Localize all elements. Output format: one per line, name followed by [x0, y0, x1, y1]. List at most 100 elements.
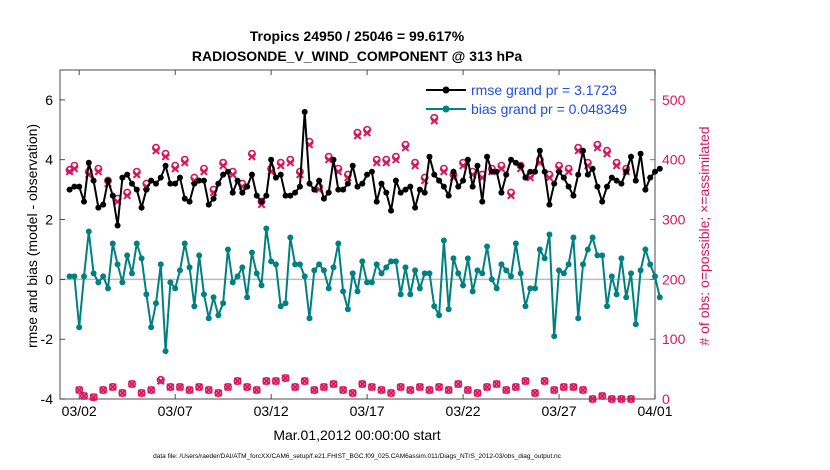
rmse-point [580, 147, 587, 154]
obs-possible-marker [559, 383, 568, 392]
rmse-point [349, 162, 356, 169]
bias-point [143, 291, 150, 298]
obs-assimilated-marker [406, 386, 415, 394]
bias-point [570, 234, 577, 241]
obs-possible-marker [310, 386, 319, 395]
rmse-point [536, 147, 543, 154]
rmse-point [455, 183, 462, 190]
bias-point [359, 258, 366, 265]
obs-assimilated-marker [367, 383, 376, 391]
rmse-point [608, 174, 615, 181]
bias-point [464, 255, 471, 262]
obs-possible-marker [492, 380, 501, 389]
rmse-point [90, 177, 97, 184]
obs-possible-marker [425, 386, 434, 395]
y2-tick-label: 100 [662, 331, 686, 347]
bias-point [373, 261, 380, 268]
rmse-point [224, 168, 231, 175]
rmse-point [383, 189, 390, 196]
y2-tick-label: 300 [662, 212, 686, 228]
x-tick-label: 04/01 [637, 403, 672, 419]
rmse-point [114, 222, 121, 229]
bias-point [364, 279, 371, 286]
rmse-point [556, 168, 563, 175]
bias-point [522, 303, 529, 310]
obs-possible-marker [598, 392, 607, 401]
rmse-point [325, 189, 332, 196]
y2-tick-label: 0 [662, 391, 670, 407]
bias-point [239, 264, 246, 271]
bias-point [248, 249, 255, 256]
rmse-point [656, 165, 663, 172]
bias-point [244, 294, 251, 301]
bias-point [575, 315, 582, 322]
obs-assimilated-marker [564, 167, 573, 176]
rmse-point [200, 177, 207, 184]
obs-assimilated-marker [204, 386, 213, 394]
x-tick-label: 03/12 [254, 403, 289, 419]
obs-possible-marker [185, 386, 194, 395]
bias-point [167, 279, 174, 286]
obs-possible-marker [540, 377, 549, 386]
bias-point [445, 306, 452, 313]
obs-possible-marker [329, 380, 338, 389]
bias-point [157, 261, 164, 268]
bias-point [378, 270, 385, 277]
obs-assimilated-marker [147, 386, 156, 394]
bias-point [296, 261, 303, 268]
rmse-point [109, 192, 116, 199]
rmse-point [104, 177, 111, 184]
obs-assimilated-marker [89, 393, 98, 402]
rmse-point [541, 168, 548, 175]
bias-point [474, 267, 481, 274]
obs-assimilated-marker [382, 158, 391, 167]
rmse-point [460, 177, 467, 184]
obs-assimilated-marker [156, 377, 165, 385]
rmse-point [407, 183, 414, 190]
bias-point [546, 231, 553, 238]
rmse-point [191, 180, 198, 187]
obs-assimilated-marker [252, 386, 261, 394]
obs-assimilated-marker [492, 380, 501, 388]
rmse-point [277, 171, 284, 178]
bias-point [186, 264, 193, 271]
rmse-point [311, 186, 318, 193]
rmse-point [119, 174, 126, 181]
rmse-point [517, 162, 524, 169]
bias-point [114, 261, 121, 268]
bias-point [589, 234, 596, 241]
bias-point [133, 240, 140, 247]
bias-point [594, 252, 601, 259]
rmse-point [128, 180, 135, 187]
rmse-point [469, 183, 476, 190]
x-tick-label: 03/17 [350, 403, 385, 419]
rmse-point [594, 183, 601, 190]
rmse-point [397, 189, 404, 196]
bias-point [234, 273, 241, 280]
obs-assimilated-marker [540, 377, 549, 385]
bias-point [613, 291, 620, 298]
obs-possible-marker [511, 383, 520, 392]
bias-point [128, 270, 135, 277]
x-tick-label: 03/07 [158, 403, 193, 419]
obs-assimilated-marker [310, 386, 319, 394]
bias-point [306, 315, 313, 322]
obs-possible-marker [252, 386, 261, 395]
obs-assimilated-marker [396, 383, 405, 391]
rmse-point [484, 153, 491, 160]
obs-assimilated-marker [70, 164, 79, 173]
bias-point [258, 282, 265, 289]
obs-assimilated-marker [473, 389, 482, 397]
bias-point [512, 240, 519, 247]
rmse-point [618, 180, 625, 187]
y-tick-label: 0 [45, 271, 53, 287]
bias-point [469, 288, 476, 295]
bias-point [253, 270, 260, 277]
rmse-point [378, 180, 385, 187]
bias-point [450, 255, 457, 262]
bias-point [455, 270, 462, 277]
bias-point [124, 252, 131, 259]
obs-assimilated-marker [401, 143, 410, 152]
bias-point [392, 258, 399, 265]
